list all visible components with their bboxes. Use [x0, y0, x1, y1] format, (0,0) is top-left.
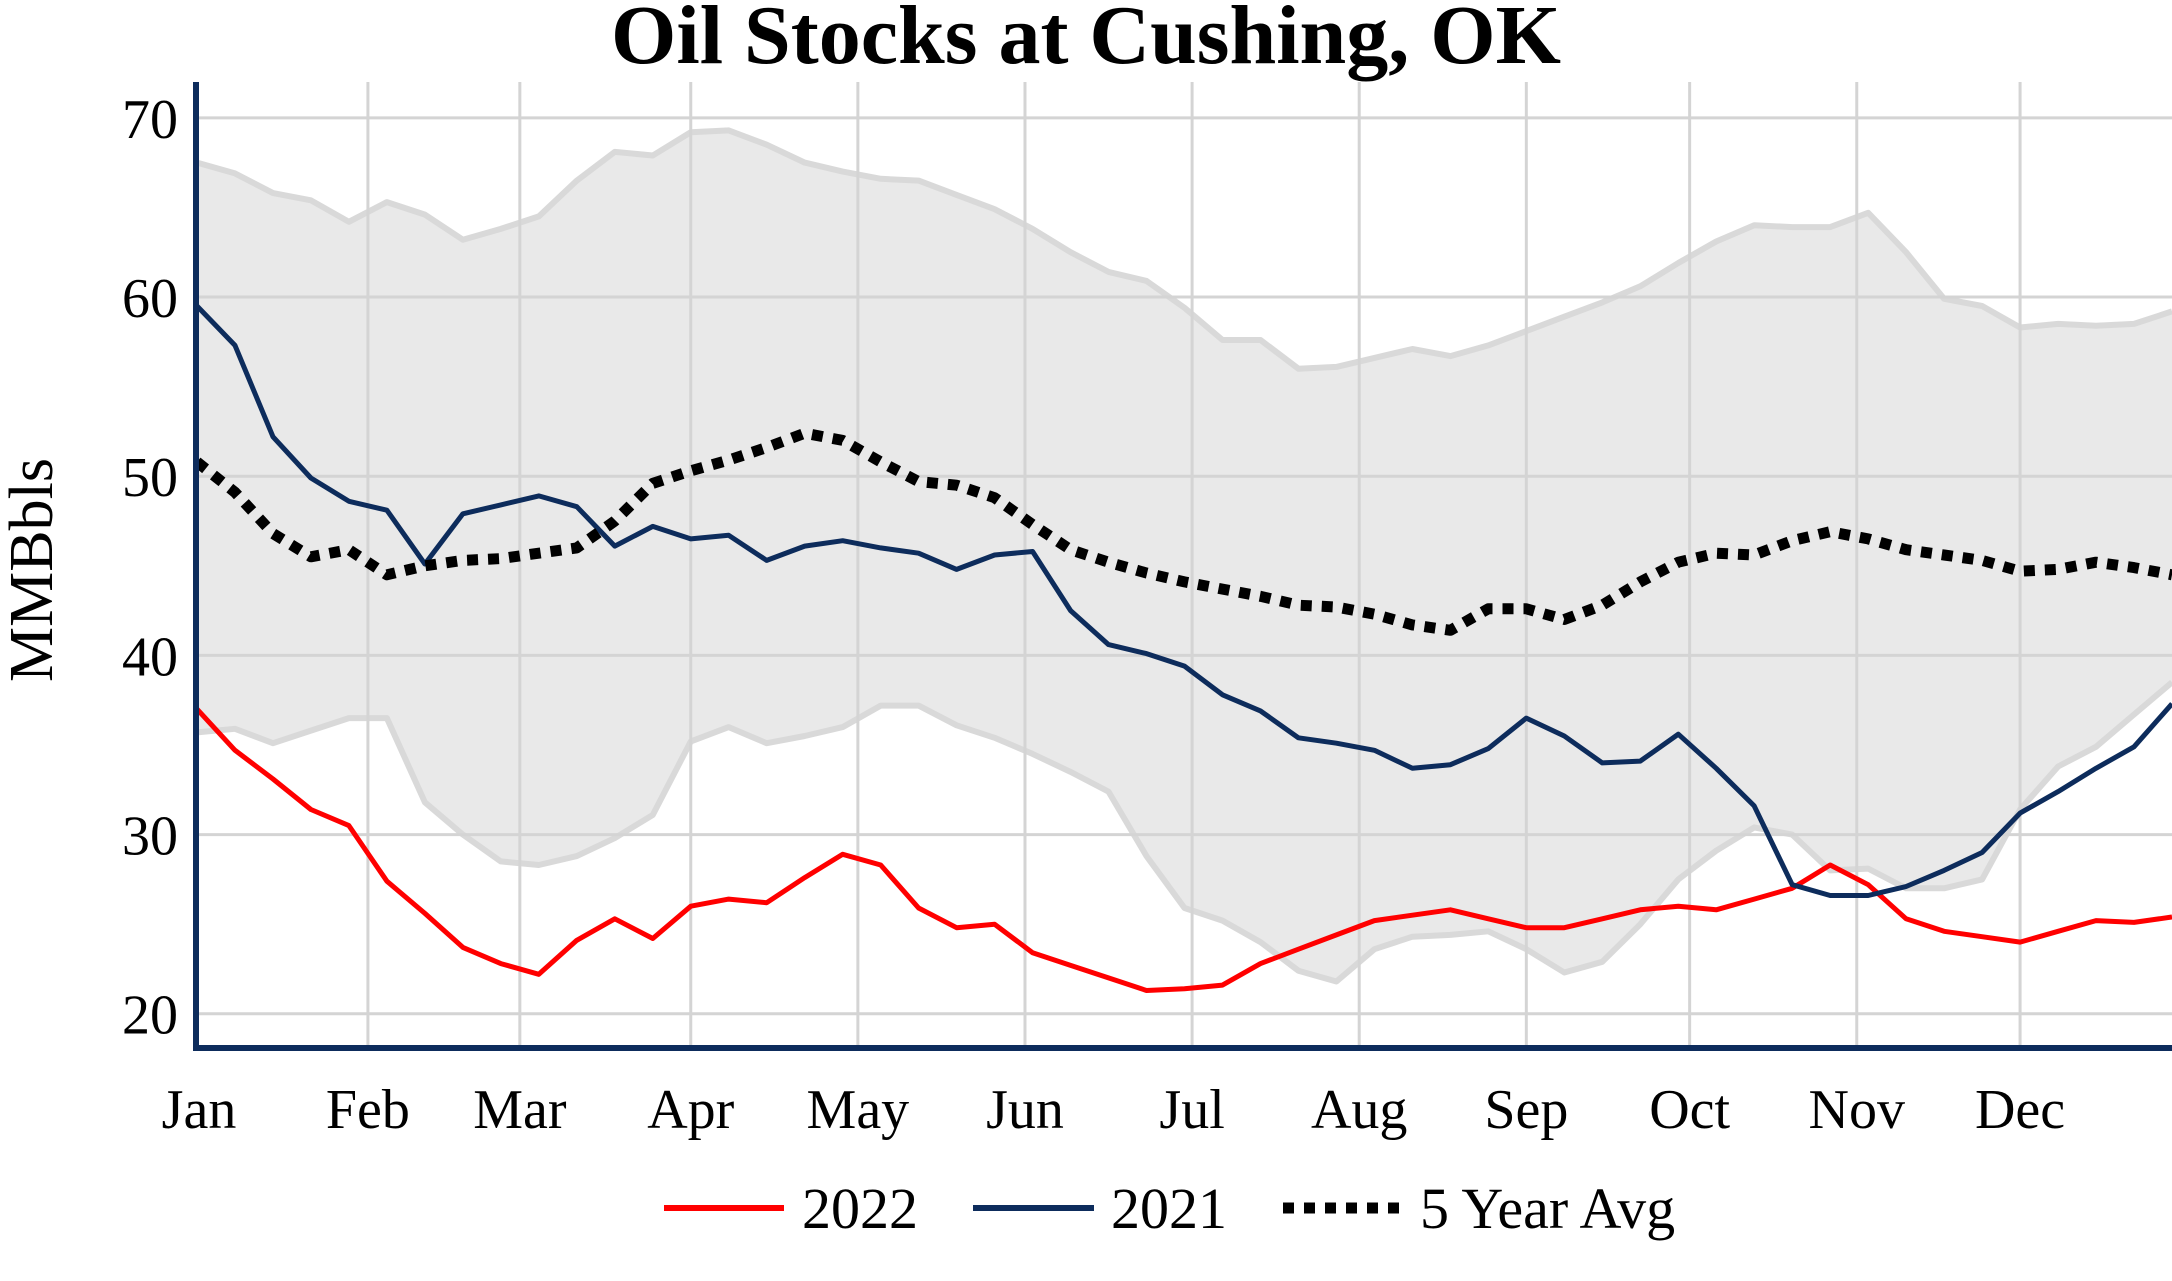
- legend: 2022 2021 5 Year Avg: [664, 1176, 1675, 1241]
- y-tick-label: 50: [122, 447, 178, 509]
- x-tick-label: Apr: [647, 1079, 734, 1141]
- x-tick-label: Oct: [1649, 1079, 1730, 1141]
- legend-item: 2022: [664, 1176, 918, 1241]
- x-tick-label: Sep: [1484, 1079, 1568, 1141]
- legend-label: 2022: [802, 1176, 918, 1241]
- series-line-2021: [195, 304, 2172, 898]
- x-tick-label: Feb: [326, 1079, 410, 1141]
- series-line-5-year-avg: [193, 427, 2172, 636]
- x-tick-label: Dec: [1975, 1079, 2065, 1141]
- axis-layer: [193, 82, 2172, 1051]
- y-tick-label: 30: [122, 806, 178, 868]
- x-tick-label: Nov: [1809, 1079, 1905, 1141]
- legend-label: 2021: [1111, 1176, 1227, 1241]
- y-tick-label: 60: [122, 268, 178, 330]
- x-tick-label: Jun: [986, 1079, 1064, 1141]
- chart-title: Oil Stocks at Cushing, OK: [611, 0, 1561, 82]
- x-tick-label: Aug: [1311, 1079, 1407, 1141]
- legend-item: 2021: [973, 1176, 1227, 1241]
- x-tick-label: Jul: [1159, 1079, 1224, 1141]
- series-line-2022: [195, 707, 2172, 993]
- x-tick-label: Jan: [162, 1079, 237, 1141]
- tick-label-layer: 20 30 40 50 60 70 Jan Feb Mar Apr May Jun Jul Aug Sep O…: [122, 89, 2065, 1141]
- legend-label: 5 Year Avg: [1420, 1176, 1675, 1241]
- y-tick-label: 70: [122, 89, 178, 151]
- grid-layer: [197, 82, 2172, 1046]
- x-tick-label: Mar: [473, 1079, 567, 1141]
- x-tick-label: May: [807, 1079, 910, 1141]
- y-axis-label: MMBbls: [0, 458, 66, 682]
- legend-item: 5 Year Avg: [1283, 1176, 1675, 1241]
- series-layer: [193, 304, 2172, 993]
- y-tick-label: 40: [122, 626, 178, 688]
- y-tick-label: 20: [122, 985, 178, 1047]
- range-band-upper-line: [196, 127, 2172, 372]
